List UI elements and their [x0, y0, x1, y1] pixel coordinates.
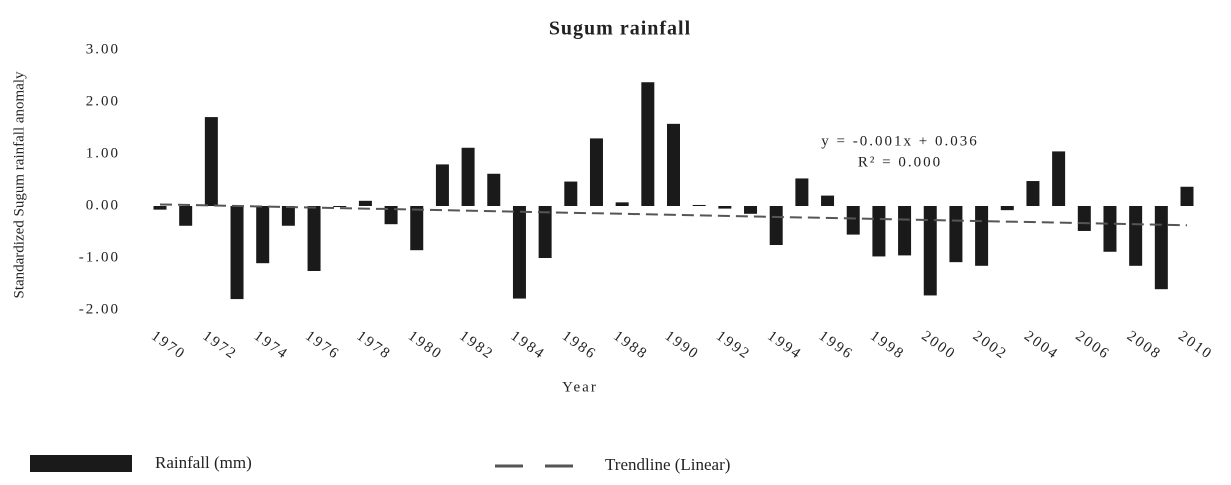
- legend-label: Rainfall (mm): [155, 453, 252, 472]
- x-tick-label: 2004: [1021, 328, 1061, 363]
- x-tick-label: 1988: [610, 328, 650, 363]
- bar: [358, 200, 372, 206]
- legend-swatch: [30, 455, 132, 472]
- bar: [333, 206, 347, 208]
- y-tick-label: -2.00: [79, 301, 120, 317]
- bar: [281, 206, 295, 226]
- x-tick-label: 1982: [456, 328, 496, 363]
- bar: [769, 206, 783, 245]
- bar: [461, 147, 475, 206]
- bar: [795, 178, 809, 206]
- x-tick-label: 1986: [559, 328, 599, 363]
- bar: [846, 206, 860, 235]
- bar: [512, 206, 526, 299]
- x-tick-label: 2008: [1124, 328, 1164, 363]
- bar: [1052, 151, 1066, 206]
- bar: [821, 195, 835, 206]
- x-tick-label: 1970: [148, 328, 188, 363]
- x-tick-label: 1990: [662, 328, 702, 363]
- bar: [179, 206, 193, 226]
- bar: [1000, 206, 1014, 211]
- annotation: R² = 0.000: [858, 154, 942, 170]
- bar: [975, 206, 989, 266]
- bar: [898, 206, 912, 256]
- x-axis-label: Year: [562, 379, 598, 395]
- x-tick-label: 1974: [251, 328, 291, 363]
- trendline: [159, 203, 1188, 227]
- x-tick-label: 1976: [302, 328, 342, 363]
- bar: [744, 206, 758, 214]
- y-tick-label: 1.00: [86, 145, 120, 161]
- bar: [1103, 206, 1117, 252]
- y-tick-label: 3.00: [86, 41, 120, 57]
- bar: [153, 206, 167, 210]
- x-tick-label: 1984: [508, 328, 548, 363]
- bar: [667, 123, 680, 206]
- x-tick-label: 1992: [713, 328, 753, 363]
- y-tick-label: 2.00: [86, 93, 120, 109]
- x-tick-label: 1978: [354, 328, 394, 363]
- x-tick-label: 1980: [405, 328, 445, 363]
- bar: [230, 206, 244, 300]
- bar: [384, 206, 398, 225]
- bar: [718, 206, 732, 209]
- bar: [307, 206, 321, 271]
- bar: [872, 206, 886, 257]
- y-tick-label: 0.00: [86, 197, 120, 213]
- y-tick-label: -1.00: [79, 249, 120, 265]
- bar: [641, 82, 655, 206]
- x-tick-label: 1972: [200, 328, 240, 363]
- bar: [1026, 181, 1040, 206]
- bar: [204, 117, 218, 206]
- bar: [1154, 206, 1168, 290]
- x-tick-label: 2006: [1072, 328, 1112, 363]
- bar: [949, 206, 963, 263]
- x-tick-label: 1994: [764, 328, 804, 363]
- bar: [487, 173, 501, 206]
- bar: [538, 206, 552, 258]
- x-tick-label: 1996: [816, 328, 856, 363]
- x-tick-label: 2002: [970, 328, 1010, 363]
- legend-label: Trendline (Linear): [605, 455, 730, 474]
- bar: [692, 204, 706, 206]
- bar: [589, 138, 603, 206]
- bar: [1180, 186, 1194, 206]
- x-tick-label: 1998: [867, 328, 907, 363]
- bar: [564, 181, 578, 206]
- bar: [410, 206, 424, 251]
- x-tick-label: 2000: [918, 328, 958, 363]
- bar: [435, 164, 449, 206]
- x-tick-label: 2010: [1175, 328, 1215, 363]
- bar: [256, 206, 270, 264]
- bar: [1129, 206, 1143, 266]
- bar: [615, 202, 629, 206]
- annotation: y = -0.001x + 0.036: [821, 133, 978, 149]
- bar: [1077, 206, 1091, 231]
- y-axis-label: Standardized Sugum rainfall anomaly: [11, 71, 27, 299]
- chart-title: Sugum rainfall: [549, 18, 691, 40]
- bar: [923, 206, 937, 296]
